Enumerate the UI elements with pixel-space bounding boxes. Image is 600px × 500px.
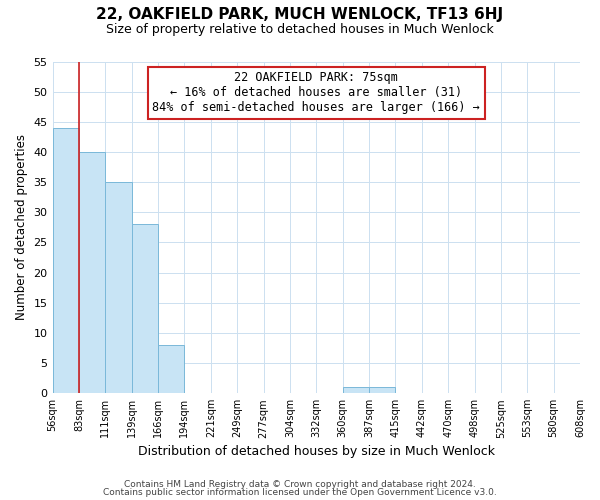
Bar <box>79 152 105 393</box>
Bar <box>131 224 158 393</box>
Bar <box>158 345 184 393</box>
Text: Size of property relative to detached houses in Much Wenlock: Size of property relative to detached ho… <box>106 22 494 36</box>
Text: Contains HM Land Registry data © Crown copyright and database right 2024.: Contains HM Land Registry data © Crown c… <box>124 480 476 489</box>
Bar <box>343 387 369 393</box>
Text: Contains public sector information licensed under the Open Government Licence v3: Contains public sector information licen… <box>103 488 497 497</box>
Y-axis label: Number of detached properties: Number of detached properties <box>15 134 28 320</box>
Bar <box>105 182 131 393</box>
Bar <box>53 128 79 393</box>
X-axis label: Distribution of detached houses by size in Much Wenlock: Distribution of detached houses by size … <box>138 444 495 458</box>
Text: 22, OAKFIELD PARK, MUCH WENLOCK, TF13 6HJ: 22, OAKFIELD PARK, MUCH WENLOCK, TF13 6H… <box>97 8 503 22</box>
Bar <box>369 387 395 393</box>
Text: 22 OAKFIELD PARK: 75sqm
← 16% of detached houses are smaller (31)
84% of semi-de: 22 OAKFIELD PARK: 75sqm ← 16% of detache… <box>152 72 480 114</box>
